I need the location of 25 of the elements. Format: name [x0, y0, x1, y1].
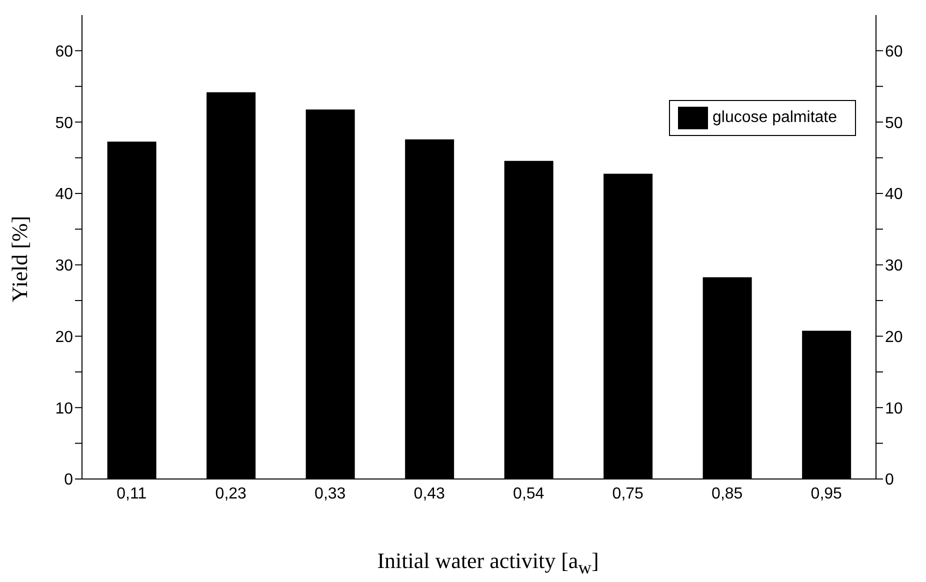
- x-axis-title: Initial water activity [a$_{w}$]: [376, 548, 600, 578]
- y-tick-label: 20: [55, 328, 74, 346]
- y-tick-label: 10: [55, 400, 74, 418]
- y-tick-label: 50: [55, 114, 74, 132]
- y2-tick-label: 60: [885, 43, 903, 60]
- x-tick-label: 0,95: [810, 485, 842, 502]
- y-tick-label: 40: [55, 186, 74, 204]
- x-tick-label: 0,11: [116, 485, 147, 502]
- x-tick-label: 0,43: [414, 485, 446, 502]
- y-tick-label: 60: [55, 43, 74, 60]
- x-tick-label: 0,75: [612, 485, 644, 502]
- y-tick-label: 30: [55, 258, 74, 275]
- y2-tick-label: 40: [885, 186, 903, 204]
- y2-tick-label: 30: [885, 258, 903, 275]
- x-tick-label: 0,23: [215, 485, 247, 502]
- legend-label: glucose palmitate: [712, 109, 837, 126]
- x-tick-label: 0,85: [712, 485, 743, 502]
- y2-tick-label: 20: [885, 328, 903, 346]
- x-tick-label: 0,54: [513, 485, 544, 502]
- x-tick-label: 0,33: [314, 485, 346, 502]
- y2-tick-label: 50: [885, 114, 903, 132]
- y-axis-title: Yield [%]: [7, 216, 33, 302]
- y2-tick-label: 0: [885, 472, 894, 489]
- y2-tick-label: 10: [885, 400, 903, 418]
- y-tick-label: 0: [64, 472, 74, 489]
